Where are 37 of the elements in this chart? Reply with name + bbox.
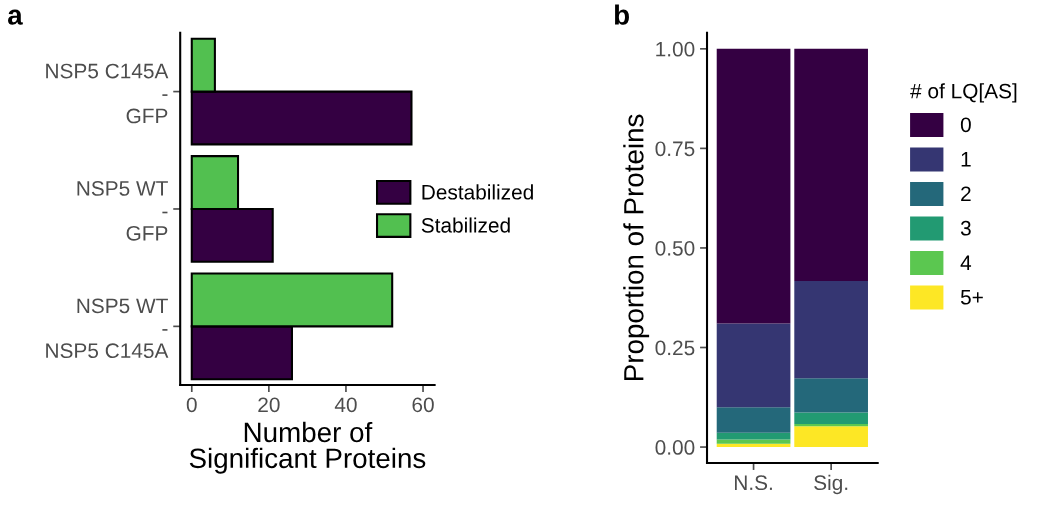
bar	[716, 439, 791, 444]
legend-label: 3	[960, 220, 971, 236]
y-tick-label: NSP5 WT - NSP5 C145A	[46, 298, 169, 359]
x-tick-label: 60	[412, 397, 434, 413]
y-tick-label: NSP5 C145A - GFP	[46, 63, 169, 124]
x-axis-title: Number of Significant Proteins	[189, 421, 426, 474]
x-tick-label: N.S.	[735, 475, 772, 491]
bar	[794, 412, 868, 424]
chart-title: b	[614, 4, 629, 25]
y-tick-label: 0.75	[655, 141, 695, 157]
legend-label: 5+	[960, 290, 983, 305]
y-tick-label: 0.25	[655, 340, 695, 356]
bar	[794, 378, 868, 413]
bar	[794, 426, 868, 448]
chart-title: a	[8, 9, 23, 25]
x-tick-label: 0	[186, 397, 197, 413]
bar	[716, 48, 791, 324]
x-tick-label: Sig.	[814, 474, 848, 495]
bar	[716, 407, 791, 433]
y-axis-title: Proportion of Proteins	[623, 114, 650, 380]
y-tick-label: 0.50	[655, 240, 695, 256]
legend-label: Stabilized	[421, 217, 510, 233]
bar	[716, 323, 791, 408]
legend-label: 1	[961, 152, 971, 167]
legend-label: 4	[960, 255, 972, 270]
y-tick-label: NSP5 WT - GFP	[77, 181, 168, 241]
x-tick-label: 20	[258, 397, 280, 413]
x-tick-label: 40	[334, 397, 357, 413]
bar	[716, 443, 791, 448]
legend-title: # of LQ[AS]	[910, 83, 1017, 103]
y-tick-label: 0.00	[655, 440, 695, 455]
legend-label: 2	[961, 186, 971, 201]
legend-label: 0	[960, 117, 971, 133]
y-tick-label: 1.00	[656, 41, 695, 57]
legend-label: Destabilized	[422, 184, 533, 200]
bar	[794, 280, 868, 379]
bar	[794, 48, 868, 281]
